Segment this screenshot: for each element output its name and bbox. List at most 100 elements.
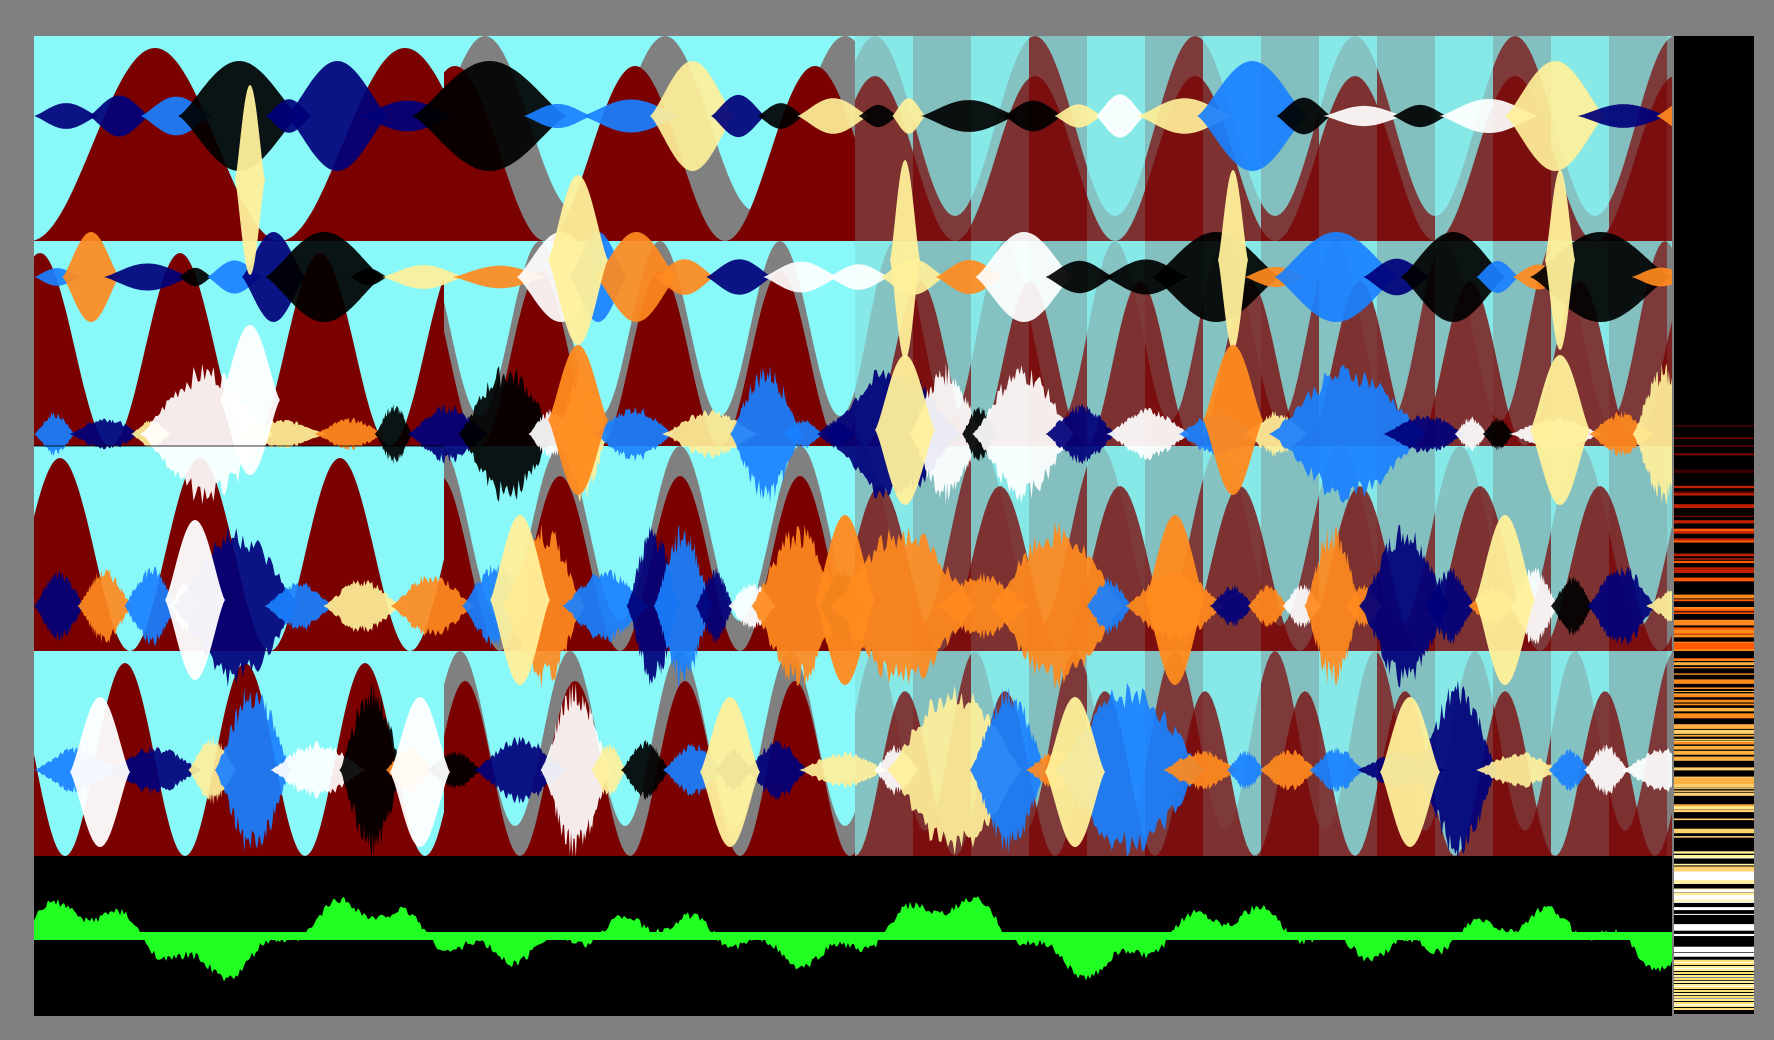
burst-shape bbox=[661, 409, 759, 459]
colorbar-line bbox=[1674, 984, 1754, 988]
burst-shape bbox=[591, 742, 627, 798]
burst-shape bbox=[1309, 746, 1365, 794]
colorbar-line bbox=[1674, 515, 1754, 518]
burst-shape bbox=[88, 95, 150, 137]
burst-shape bbox=[1383, 415, 1468, 453]
burst-shape bbox=[1476, 261, 1520, 293]
burst-shape bbox=[62, 232, 120, 322]
burst-shape bbox=[1269, 364, 1428, 504]
colorbar-line bbox=[1674, 810, 1754, 813]
colorbar-line bbox=[1674, 453, 1754, 456]
waveform-panel bbox=[34, 856, 1672, 1016]
heatmap-panel bbox=[34, 36, 1672, 856]
colorbar-line bbox=[1674, 741, 1754, 745]
colorbar-line bbox=[1674, 972, 1754, 974]
colorbar-line bbox=[1674, 491, 1754, 493]
burst-shape bbox=[1276, 97, 1332, 135]
colorbar-line bbox=[1674, 691, 1754, 693]
colorbar-line bbox=[1674, 963, 1754, 965]
burst-shape bbox=[1632, 363, 1672, 505]
colorbar-line bbox=[1674, 673, 1754, 675]
colorbar-line bbox=[1674, 724, 1754, 727]
colorbar-line bbox=[1674, 445, 1754, 447]
burst-shape bbox=[474, 736, 568, 804]
colorbar-line bbox=[1674, 738, 1754, 741]
burst-shape bbox=[458, 366, 556, 502]
burst-shape bbox=[34, 103, 99, 129]
burst-shape bbox=[1247, 584, 1289, 628]
colorbar-line bbox=[1674, 560, 1754, 564]
burst-shape bbox=[1323, 105, 1405, 127]
burst-shape bbox=[797, 98, 870, 134]
burst-shape bbox=[1577, 104, 1670, 128]
colorbar-line bbox=[1674, 659, 1754, 661]
burst-shape bbox=[890, 160, 920, 360]
colorbar-line bbox=[1674, 924, 1754, 928]
colorbar-line bbox=[1674, 608, 1754, 612]
colorbar-line bbox=[1674, 987, 1754, 989]
colorbar-line bbox=[1674, 990, 1754, 992]
colorbar-line bbox=[1674, 634, 1754, 638]
colorbar-line bbox=[1674, 425, 1754, 427]
colorbar-line bbox=[1674, 978, 1754, 980]
burst-shape bbox=[875, 355, 935, 505]
burst-shape bbox=[700, 697, 760, 847]
burst-shape bbox=[1587, 566, 1657, 646]
colorbar-line bbox=[1674, 804, 1754, 807]
colorbar-line bbox=[1674, 836, 1754, 838]
burst-shape bbox=[1359, 524, 1450, 688]
burst-shape bbox=[1226, 750, 1265, 790]
colorbar-line bbox=[1674, 1008, 1754, 1010]
burst-shape bbox=[214, 688, 292, 852]
colorbar-line bbox=[1674, 818, 1754, 821]
burst-shape bbox=[314, 417, 386, 451]
burst-shape bbox=[920, 100, 1018, 132]
colorbar-line bbox=[1674, 975, 1754, 977]
colorbar-line bbox=[1674, 693, 1754, 695]
colorbar-line bbox=[1674, 662, 1754, 666]
colorbar-line bbox=[1674, 896, 1754, 900]
colorbar-line bbox=[1674, 778, 1754, 780]
burst-shape bbox=[892, 98, 926, 134]
burst-shape bbox=[548, 175, 608, 345]
colorbar-line bbox=[1674, 567, 1754, 570]
burst-shape bbox=[540, 682, 611, 856]
colorbar-line bbox=[1674, 578, 1754, 582]
burst-shape bbox=[1045, 403, 1118, 465]
burst-shape bbox=[178, 267, 213, 287]
burst-shape bbox=[1645, 590, 1672, 622]
colorbar-line bbox=[1674, 901, 1754, 903]
colorbar-line bbox=[1674, 648, 1754, 652]
colorbar-line bbox=[1674, 967, 1754, 971]
colorbar-line bbox=[1674, 788, 1754, 790]
colorbar-line bbox=[1674, 694, 1754, 698]
burst-shape bbox=[382, 265, 465, 289]
colorbar-line bbox=[1674, 907, 1754, 911]
colorbar-background bbox=[1674, 36, 1754, 1014]
colorbar-line bbox=[1674, 607, 1754, 611]
burst-shape bbox=[34, 570, 86, 642]
colorbar-line bbox=[1674, 658, 1754, 660]
burst-shape bbox=[264, 582, 334, 630]
burst-shape bbox=[757, 103, 805, 129]
burst-shape bbox=[649, 61, 735, 171]
burst-shape bbox=[1145, 515, 1205, 685]
colorbar-line bbox=[1674, 880, 1754, 884]
colorbar-line bbox=[1674, 553, 1754, 557]
burst-shape bbox=[390, 697, 450, 847]
colorbar-line bbox=[1674, 996, 1754, 998]
colorbar-line bbox=[1674, 708, 1754, 711]
colorbar-line bbox=[1674, 878, 1754, 882]
burst-shape bbox=[1218, 170, 1248, 350]
colorbar-line bbox=[1674, 645, 1754, 650]
colorbar-line bbox=[1674, 871, 1754, 876]
colorbar-line bbox=[1674, 948, 1754, 952]
hill-mid bbox=[444, 66, 855, 241]
burst-shape bbox=[751, 524, 846, 688]
colorbar-line bbox=[1674, 619, 1754, 624]
burst-shape bbox=[107, 745, 203, 795]
burst-shape bbox=[1197, 61, 1308, 171]
burst-shape bbox=[1475, 515, 1535, 685]
colorbar-line bbox=[1674, 641, 1754, 643]
burst-shape bbox=[1505, 61, 1606, 171]
